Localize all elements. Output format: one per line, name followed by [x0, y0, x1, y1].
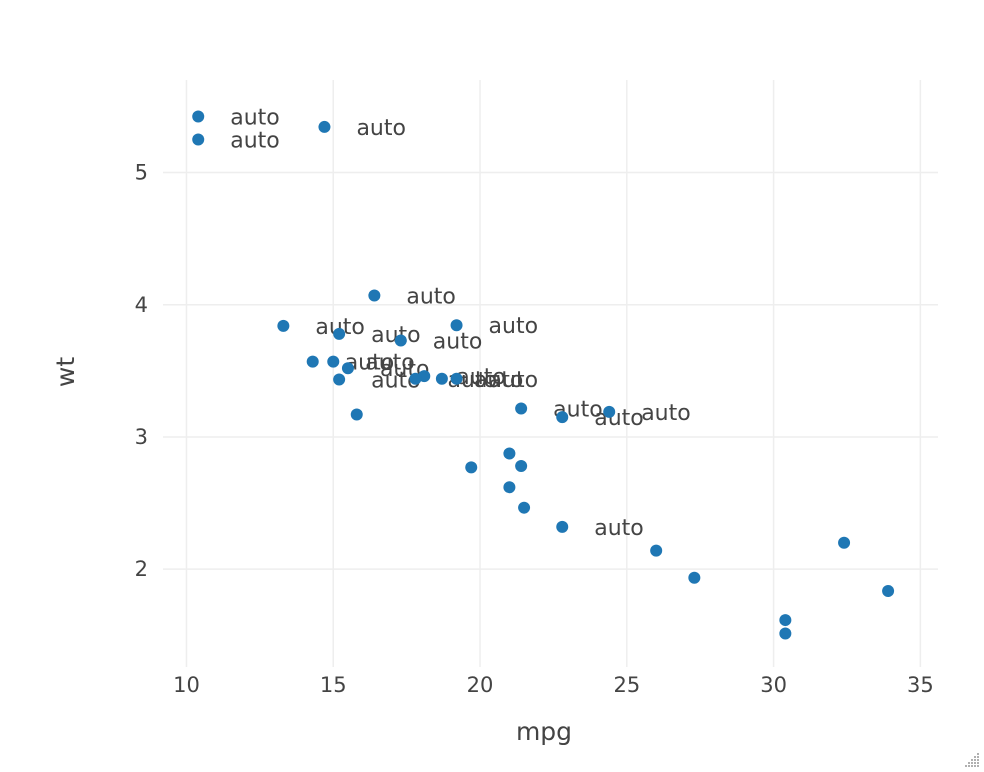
data-point-label: auto [356, 116, 406, 141]
data-point[interactable] [556, 520, 569, 533]
data-point-label: auto [371, 323, 421, 348]
data-point[interactable] [435, 372, 448, 385]
data-point-label: auto [230, 105, 280, 130]
data-point[interactable] [650, 544, 663, 557]
data-point[interactable] [503, 481, 516, 494]
data-point-label: auto [474, 368, 524, 393]
data-point[interactable] [368, 289, 381, 302]
y-tick-label: 3 [135, 425, 148, 449]
y-tick-label: 4 [135, 293, 148, 317]
data-point-label: auto [489, 314, 539, 339]
axis-ticks: 10 15 20 25 30 35 2 3 4 5 [135, 161, 934, 697]
data-point[interactable] [518, 501, 531, 514]
data-point-label: auto [489, 368, 539, 393]
data-point[interactable] [838, 536, 851, 549]
data-point[interactable] [350, 408, 363, 421]
data-point[interactable] [779, 627, 792, 640]
data-point[interactable] [409, 372, 422, 385]
x-axis-title: mpg [516, 717, 572, 746]
data-point[interactable] [688, 571, 701, 584]
data-point-label: auto [594, 516, 644, 541]
data-point-label: auto [641, 401, 691, 426]
data-point-label: auto [433, 329, 483, 354]
data-point[interactable] [394, 334, 407, 347]
data-point[interactable] [503, 447, 516, 460]
data-point[interactable] [192, 110, 205, 123]
x-tick-label: 35 [907, 673, 934, 697]
x-tick-label: 20 [467, 673, 494, 697]
x-tick-label: 25 [613, 673, 640, 697]
data-point[interactable] [192, 133, 205, 146]
data-point[interactable] [333, 327, 346, 340]
data-points[interactable] [192, 110, 895, 640]
data-point[interactable] [556, 411, 569, 424]
data-point-label: auto [456, 365, 506, 390]
data-point[interactable] [779, 614, 792, 627]
data-point[interactable] [306, 355, 319, 368]
data-point[interactable] [277, 319, 290, 332]
y-axis-title: wt [51, 357, 80, 387]
data-point[interactable] [465, 461, 478, 474]
data-point-label: auto [365, 351, 415, 376]
data-point[interactable] [327, 355, 340, 368]
data-point[interactable] [515, 402, 528, 415]
data-point-label: auto [406, 284, 456, 309]
data-point[interactable] [341, 362, 354, 375]
x-tick-label: 15 [320, 673, 347, 697]
data-point[interactable] [515, 460, 528, 473]
data-point[interactable] [603, 405, 616, 418]
data-point[interactable] [450, 319, 463, 332]
data-point[interactable] [318, 120, 331, 133]
y-tick-label: 5 [135, 161, 148, 185]
resize-handle-icon[interactable] [964, 752, 980, 768]
data-point-label: auto [230, 128, 280, 153]
x-tick-label: 30 [760, 673, 787, 697]
data-point[interactable] [882, 584, 895, 597]
x-tick-label: 10 [173, 673, 200, 697]
y-tick-label: 2 [135, 557, 148, 581]
data-point[interactable] [333, 373, 346, 386]
data-point[interactable] [450, 372, 463, 385]
grid-lines [163, 80, 938, 667]
data-point-label: auto [594, 406, 644, 431]
